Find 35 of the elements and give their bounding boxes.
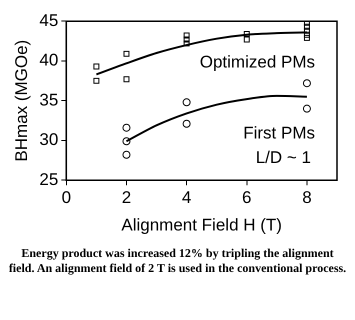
x-axis-title: Alignment Field H (T) bbox=[121, 215, 282, 234]
x-tick-label: 6 bbox=[242, 188, 252, 208]
point bbox=[123, 50, 130, 57]
point bbox=[122, 124, 130, 132]
point bbox=[123, 76, 130, 82]
point bbox=[122, 137, 130, 146]
point bbox=[304, 32, 310, 38]
point bbox=[122, 150, 130, 159]
point bbox=[182, 98, 191, 106]
point bbox=[304, 34, 310, 41]
y-tick-label: 35 bbox=[39, 90, 58, 110]
point bbox=[244, 30, 250, 37]
series-label: First PMs bbox=[243, 123, 315, 142]
point bbox=[184, 32, 190, 38]
point bbox=[93, 78, 100, 84]
y-tick-label: 25 bbox=[39, 170, 58, 189]
x-tick-label: 2 bbox=[122, 188, 132, 208]
point bbox=[302, 79, 311, 88]
y-tick-label: 40 bbox=[39, 50, 58, 70]
point bbox=[304, 28, 310, 34]
x-tick-label: 4 bbox=[182, 188, 192, 208]
annotation: L/D ~ 1 bbox=[256, 148, 311, 167]
y-axis-title: BHmax (MGOe) bbox=[12, 40, 31, 162]
point bbox=[184, 36, 190, 42]
series-label: Optimized PMs bbox=[200, 52, 315, 72]
point bbox=[182, 120, 191, 128]
point bbox=[93, 64, 100, 70]
y-tick-label: 30 bbox=[39, 130, 58, 150]
x-tick-label: 0 bbox=[62, 188, 72, 208]
point bbox=[302, 104, 311, 113]
y-tick-label: 45 bbox=[39, 10, 58, 30]
text: Energy product was increased 12% by tripling the alignment field. An alignment field of 2 T is used in the conventional process. bbox=[8, 246, 347, 276]
x-tick-label: 8 bbox=[302, 188, 312, 208]
point bbox=[244, 36, 250, 42]
point bbox=[304, 24, 310, 30]
